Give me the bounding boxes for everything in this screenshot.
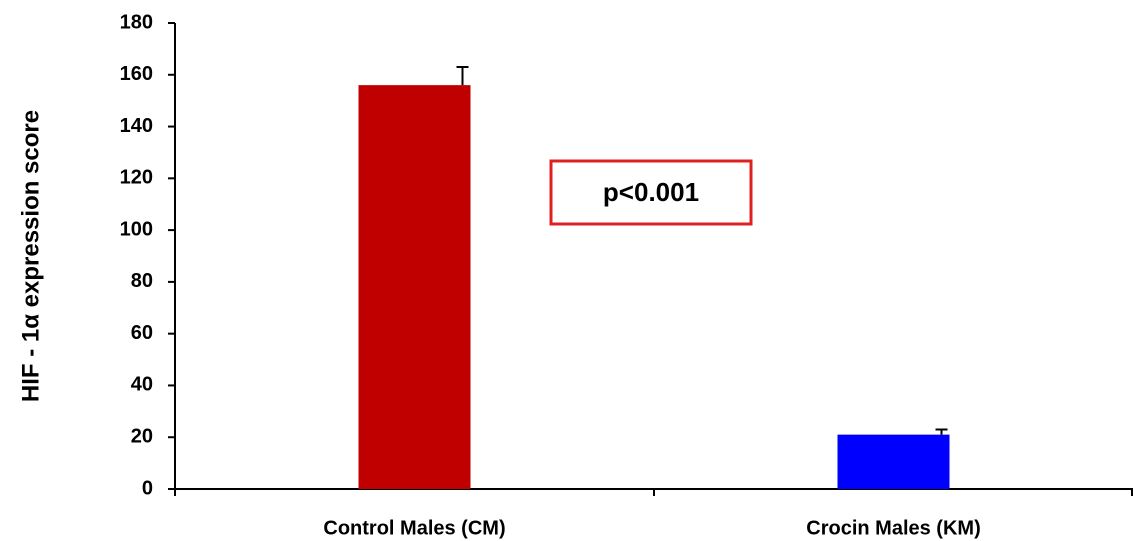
bar <box>358 85 471 489</box>
y-tick-label: 40 <box>131 374 153 396</box>
y-tick-label: 160 <box>120 63 153 85</box>
y-tick-label: 60 <box>131 322 153 344</box>
bar <box>837 434 950 489</box>
y-tick-label: 0 <box>142 477 153 499</box>
y-axis-label: HIF - 1α expression score <box>17 110 44 402</box>
annotation: p<0.001 <box>603 177 699 207</box>
y-tick-label: 120 <box>120 167 153 189</box>
x-tick-label: Control Males (CM) <box>323 517 505 539</box>
y-tick-label: 140 <box>120 115 153 137</box>
x-tick-label: Crocin Males (KM) <box>806 517 980 539</box>
error-bar <box>456 66 469 86</box>
y-tick-label: 20 <box>131 426 153 448</box>
annotation-box <box>549 159 753 226</box>
error-bar <box>935 428 948 435</box>
y-tick-label: 100 <box>120 218 153 240</box>
y-tick-label: 180 <box>120 11 153 33</box>
y-tick-label: 80 <box>131 270 153 292</box>
